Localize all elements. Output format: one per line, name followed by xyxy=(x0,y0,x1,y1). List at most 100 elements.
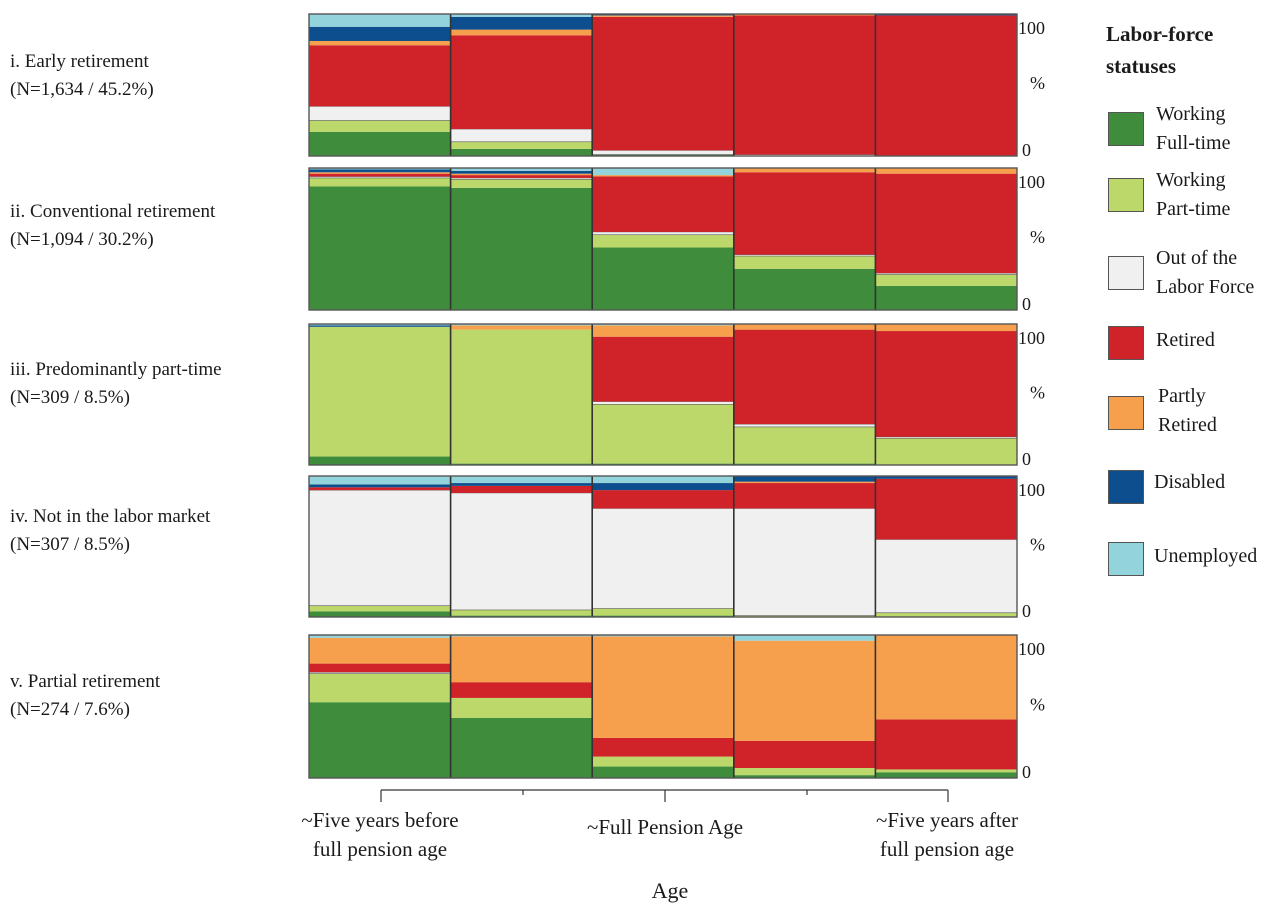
bar-segment-pt xyxy=(309,673,451,703)
legend-item-working-part-time: Working Part-time xyxy=(1106,166,1280,226)
bar-segment-dis xyxy=(309,325,451,327)
bar-segment-part xyxy=(733,324,876,330)
bar-segment-olf xyxy=(733,254,876,257)
legend-label: Retired xyxy=(1156,329,1215,351)
bar-segment-ret xyxy=(733,172,876,255)
y-tick-label-0: 0 xyxy=(1022,294,1031,314)
bar-segment-pt xyxy=(450,697,593,718)
bar-segment-part xyxy=(309,172,451,174)
bar-segment-dis xyxy=(309,484,451,488)
bar-segment-pt xyxy=(450,609,593,616)
bar-segment-unemp xyxy=(450,168,593,171)
panel-3: 100% 0 xyxy=(308,323,1045,469)
bar-segment-ft xyxy=(875,772,1017,778)
bar-segment-unemp xyxy=(450,324,593,326)
panel-2: 100% 0 xyxy=(308,167,1045,314)
bar-segment-pt xyxy=(450,329,593,464)
bar-segment-dis xyxy=(875,14,1017,16)
panel-title-partial-retirement: v. Partial retirement (N=274 / 7.6%) xyxy=(10,668,160,724)
panel-title-line1: i. Early retirement xyxy=(10,51,149,72)
bar-segment-ft xyxy=(450,463,593,465)
bar-segment-pt xyxy=(309,120,451,132)
bar-segment-part xyxy=(309,637,451,664)
panel-frame xyxy=(308,323,1018,466)
bar-segment-pt xyxy=(733,615,876,617)
legend-item-retired: Retired xyxy=(1106,316,1280,376)
bar-segment-dis xyxy=(450,483,593,486)
panel-frame xyxy=(308,13,1018,157)
bar-segment-dis xyxy=(592,14,734,16)
y-unit-label: % xyxy=(1030,695,1045,715)
x-axis-label: Age xyxy=(651,878,689,903)
bar-segment-dis xyxy=(309,169,451,173)
legend-label: Disabled xyxy=(1154,471,1226,493)
y-tick-label-100: 100 xyxy=(1018,480,1045,500)
bar-segment-pt xyxy=(875,438,1017,465)
bar-segment-ret xyxy=(309,45,451,107)
panel-title-predominantly-part-time: iii. Predominantly part-time (N=309 / 8.… xyxy=(10,356,222,412)
bar-segment-olf xyxy=(591,401,735,405)
panel-title-conventional-retirement: ii. Conventional retirement (N=1,094 / 3… xyxy=(10,198,215,254)
bar-segment-part xyxy=(875,635,1017,720)
bar-segment-pt xyxy=(733,256,876,269)
panel-title-line2: (N=1,094 / 30.2%) xyxy=(10,229,154,250)
panel-title-line2: (N=1,634 / 45.2%) xyxy=(10,79,154,100)
panel-title-line1: iii. Predominantly part-time xyxy=(10,359,222,380)
bar-segment-ft xyxy=(592,247,734,310)
bar-segment-ret xyxy=(733,740,876,768)
bar-segment-part xyxy=(592,15,734,17)
bar-segment-pt xyxy=(733,426,876,464)
bar-segment-part xyxy=(450,29,593,36)
bar-segment-olf xyxy=(733,508,876,616)
bar-segment-pt xyxy=(875,769,1017,773)
x-tick-label-after: ~Five years after full pension age xyxy=(876,808,1018,861)
bar-segment-ft xyxy=(592,154,734,156)
bar-segment-olf xyxy=(875,436,1018,439)
bar-segment-pt xyxy=(592,756,734,767)
y-unit-label: % xyxy=(1030,535,1045,555)
bar-segment-ft xyxy=(309,702,451,778)
bar-segment-pt xyxy=(309,326,451,457)
x-tick-label-before: ~Five years before full pension age xyxy=(301,808,459,861)
bar-segment-ret xyxy=(733,329,876,425)
legend-swatch xyxy=(1108,178,1144,212)
bar-segment-ret xyxy=(450,485,593,493)
bar-segment-part xyxy=(309,40,451,46)
bar-segment-olf xyxy=(450,492,593,611)
bar-segment-olf xyxy=(308,106,451,121)
panel-title-early-retirement: i. Early retirement (N=1,634 / 45.2%) xyxy=(10,48,154,104)
panel-frame xyxy=(308,634,1018,779)
y-tick-label-0: 0 xyxy=(1022,449,1031,469)
bar-segment-dis xyxy=(875,476,1017,479)
bar-segment-olf xyxy=(733,423,876,428)
y-tick-label-100: 100 xyxy=(1018,172,1045,192)
bar-segment-unemp xyxy=(592,168,734,176)
legend: Labor-force statuses Working Full-time W… xyxy=(1106,18,1280,576)
legend-swatch xyxy=(1108,396,1144,430)
bar-segment-unemp xyxy=(309,324,451,326)
y-tick-label-0: 0 xyxy=(1022,762,1031,782)
panel-frame xyxy=(308,167,1018,311)
bar-segment-unemp xyxy=(450,476,593,484)
bar-segment-ret xyxy=(875,15,1017,157)
bar-segment-ret xyxy=(592,490,734,509)
panel-title-line1: iv. Not in the labor market xyxy=(10,506,211,527)
panel-1: 100% 0 xyxy=(308,13,1045,160)
legend-item-partly-retired: Partly Retired xyxy=(1106,382,1280,442)
bar-segment-ft xyxy=(733,775,876,778)
panel-frame xyxy=(308,475,1018,618)
panel-title-line1: ii. Conventional retirement xyxy=(10,201,216,222)
y-unit-label: % xyxy=(1030,227,1045,247)
bar-segment-pt xyxy=(592,234,734,248)
bar-segment-ft xyxy=(450,717,593,778)
bar-segment-ft xyxy=(309,611,451,617)
bar-segment-ret xyxy=(875,719,1017,770)
bar-segment-ft xyxy=(309,456,451,465)
panel-title-line2: (N=307 / 8.5%) xyxy=(10,534,130,555)
panel-title-not-in-labor-market: iv. Not in the labor market (N=307 / 8.5… xyxy=(10,503,210,559)
panel-4: 100% 0 xyxy=(308,475,1045,621)
bar-segment-unemp xyxy=(592,635,734,637)
panel-title-line2: (N=274 / 7.6%) xyxy=(10,699,130,720)
bar-segment-olf xyxy=(308,489,451,607)
